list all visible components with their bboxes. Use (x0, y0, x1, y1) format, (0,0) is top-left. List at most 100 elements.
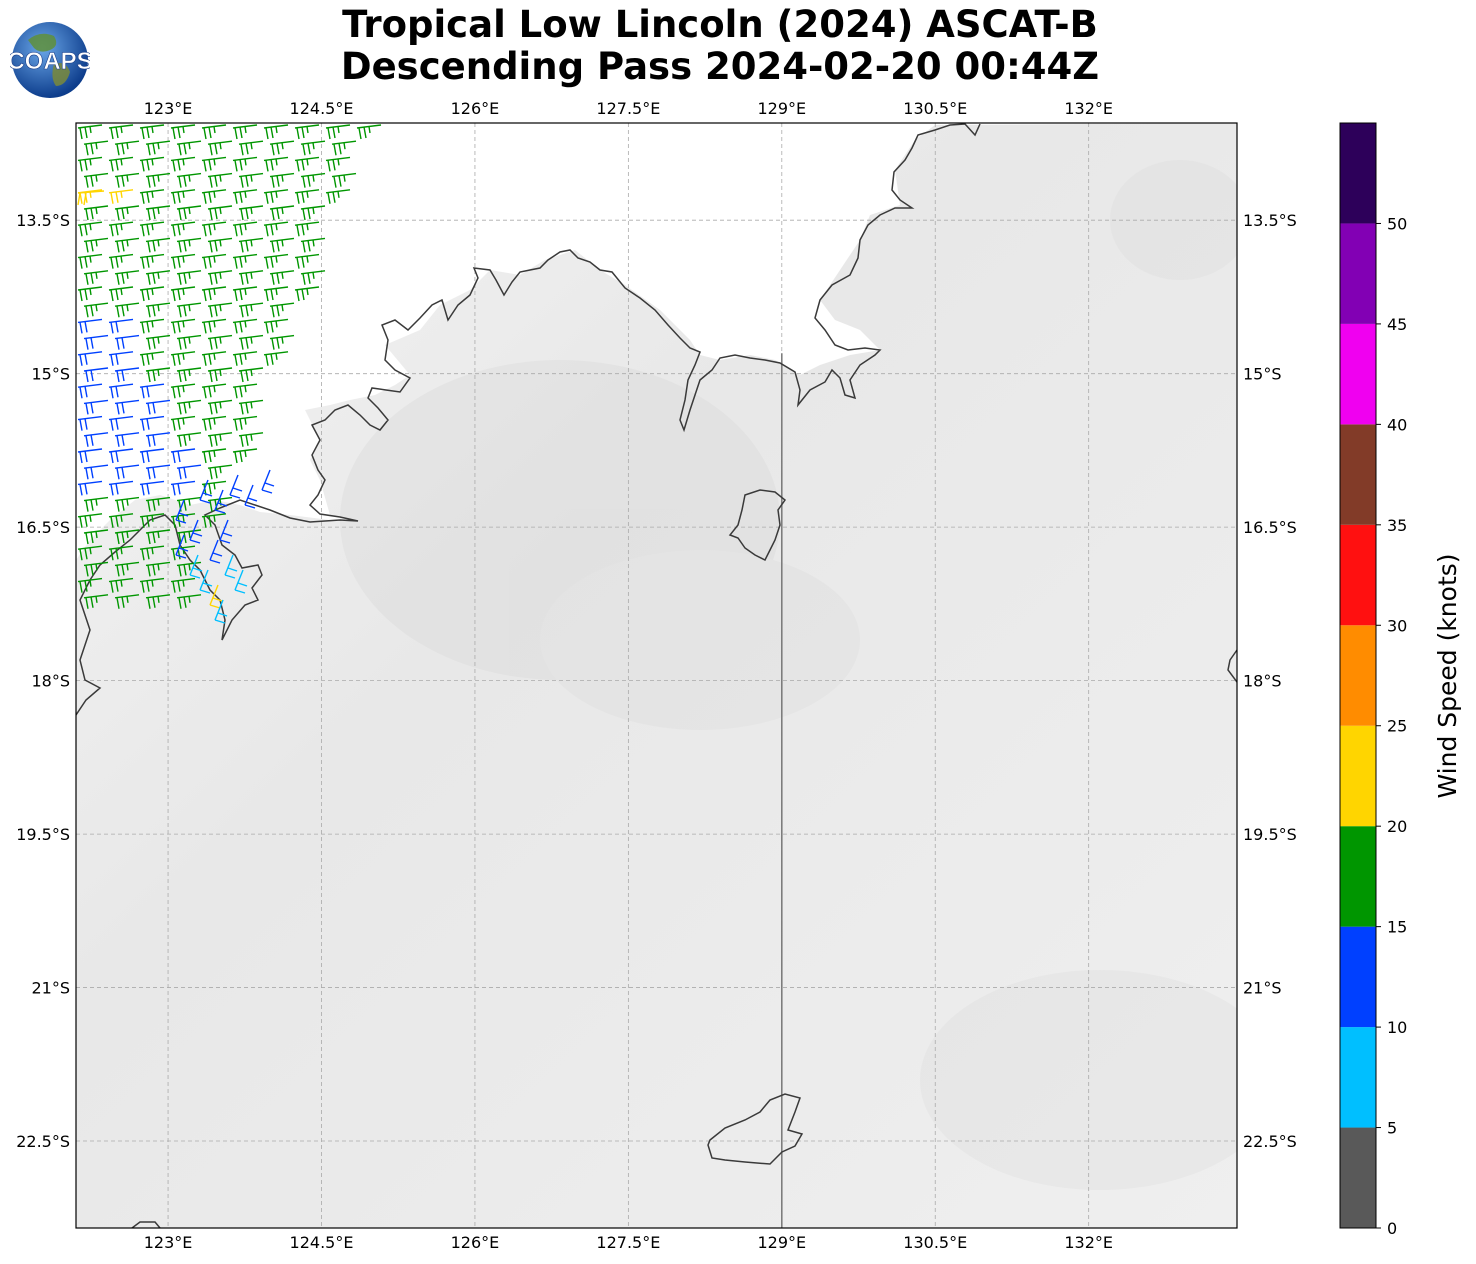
wind-barb-47 (114, 205, 140, 221)
wind-barb-210 (224, 554, 238, 579)
wind-barb-105 (201, 318, 227, 334)
wind-barb-48 (145, 205, 171, 221)
wind-barb-124 (145, 367, 171, 383)
colorbar-tick-label-0: 0 (1387, 1219, 1397, 1238)
wind-barb-28 (83, 172, 109, 188)
wind-barb-2 (139, 124, 165, 140)
wind-barb-103 (139, 318, 165, 334)
wind-barb-41 (201, 189, 227, 204)
lon-tick-top-3: 127.5°E (596, 99, 660, 118)
wind-barb-51 (238, 205, 264, 221)
lon-tick-bottom-6: 132°E (1064, 1233, 1113, 1252)
wind-barb-121 (263, 351, 289, 366)
wind-barb-88 (139, 286, 165, 302)
wind-barb-63 (114, 237, 140, 253)
terrain-shading (340, 160, 1237, 1190)
lat-tick-right-6: 22.5°S (1243, 1132, 1297, 1151)
colorbar-tick-label-3: 15 (1387, 918, 1407, 937)
wind-barb-128 (77, 383, 103, 399)
wind-barb-196 (145, 594, 171, 609)
wind-barb-191 (108, 577, 134, 593)
wind-barb-17 (300, 140, 326, 156)
colorbar-tick-label-8: 40 (1387, 415, 1407, 434)
wind-barb-57 (170, 221, 196, 237)
wind-barb-95 (114, 302, 140, 318)
wind-barb-29 (114, 172, 140, 188)
wind-barb-206 (189, 554, 203, 579)
wind-barb-104 (170, 318, 196, 334)
wind-barb-42 (232, 189, 258, 204)
wind-barb-14 (207, 140, 233, 156)
wind-barb-193 (170, 577, 196, 593)
wind-barb-158 (83, 464, 109, 480)
lon-tick-bottom-2: 126°E (451, 1233, 500, 1252)
wind-barb-161 (176, 464, 202, 480)
wind-barb-97 (176, 302, 202, 318)
colorbar-bin-5 (1340, 625, 1376, 726)
wind-barb-111 (176, 334, 202, 350)
wind-barb-19 (77, 156, 103, 172)
colorbar-bin-1 (1340, 1027, 1376, 1128)
wind-barb-23 (201, 156, 227, 172)
wind-barb-36 (331, 172, 357, 188)
wind-barb-190 (77, 577, 103, 593)
wind-barb-130 (139, 383, 165, 399)
wind-barb-30 (145, 172, 171, 188)
wind-barb-91 (232, 286, 258, 302)
map-frame (75, 122, 1238, 1229)
wind-barb-208 (209, 584, 223, 609)
wind-barb-73 (170, 253, 196, 269)
wind-barb-15 (238, 140, 264, 156)
wind-barb-175 (139, 513, 165, 528)
wind-barb-123 (114, 367, 140, 383)
wind-barb-72 (139, 253, 165, 269)
wind-barb-96 (145, 302, 171, 318)
wind-barb-52 (269, 205, 295, 221)
lat-tick-left-0: 13.5°S (16, 211, 70, 230)
wind-barb-164 (108, 480, 134, 496)
colorbar-tick-label-9: 45 (1387, 315, 1407, 334)
wind-barb-60 (263, 221, 289, 237)
wind-barb-148 (145, 432, 171, 447)
wind-barb-26 (294, 156, 320, 172)
colorbar-frame (1339, 122, 1377, 1229)
wind-barb-112 (207, 334, 233, 350)
lat-tick-right-3: 18°S (1243, 672, 1282, 691)
wind-barb-114 (269, 334, 295, 350)
logo-text: COAPS (10, 48, 90, 75)
coaps-logo: COAPS (7, 20, 93, 100)
wind-barb-159 (114, 464, 140, 480)
wind-barb-213 (219, 519, 233, 544)
lat-tick-left-2: 16.5°S (16, 518, 70, 537)
wind-barb-0 (77, 124, 103, 140)
wind-barb-132 (201, 383, 227, 399)
coastline-east-edge (1227, 649, 1237, 683)
wind-barb-192 (139, 577, 165, 593)
wind-barb-144 (201, 415, 227, 431)
lon-tick-top-5: 130.5°E (903, 99, 967, 118)
colorbar-tick-label-2: 10 (1387, 1018, 1407, 1037)
wind-barb-188 (145, 561, 171, 577)
wind-barb-56 (139, 221, 165, 237)
wind-barb-53 (300, 205, 326, 221)
colorbar-bin-0 (1340, 1127, 1376, 1228)
wind-barb-12 (145, 140, 171, 156)
wind-barb-9 (356, 124, 382, 140)
wind-barb-61 (294, 221, 320, 237)
lat-tick-right-2: 16.5°S (1243, 518, 1297, 537)
wind-barb-34 (269, 172, 295, 188)
wind-barb-101 (77, 318, 103, 334)
lat-tick-left-6: 22.5°S (16, 1132, 70, 1151)
wind-barb-109 (114, 334, 140, 350)
wind-barb-67 (238, 237, 264, 253)
wind-barb-71 (108, 253, 134, 269)
lat-tick-right-4: 19.5°S (1243, 825, 1297, 844)
wind-barb-45 (325, 189, 351, 204)
wind-barb-108 (83, 334, 109, 350)
wind-barb-31 (176, 172, 202, 188)
wind-barb-106 (232, 318, 258, 334)
colorbar-bin-8 (1340, 323, 1376, 425)
wind-barb-156 (201, 448, 227, 464)
wind-barb-87 (108, 286, 134, 302)
wind-barb-209 (214, 599, 228, 624)
